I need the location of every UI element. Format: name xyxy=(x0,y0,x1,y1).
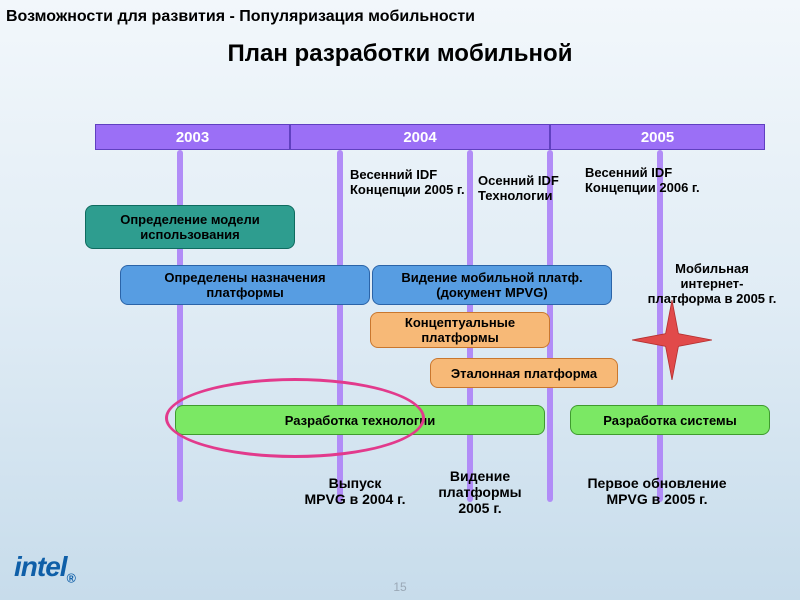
box-orange_concept: Концептуальные платформы xyxy=(370,312,550,348)
year-band-2004: 2004 xyxy=(290,124,550,150)
bottom-label-mpvg_2004: ВыпускMPVG в 2004 г. xyxy=(285,475,425,507)
year-band-2005: 2005 xyxy=(550,124,765,150)
box-blue_vision: Видение мобильной платф. (документ MPVG) xyxy=(372,265,612,305)
highlight-ellipse xyxy=(165,378,425,458)
star-icon xyxy=(632,300,712,380)
diagram-canvas: 200320042005 Определение модели использов… xyxy=(0,0,800,600)
note-idf_spring06: Весенний IDFКонцепции 2006 г. xyxy=(585,166,700,196)
page-number: 15 xyxy=(0,580,800,594)
box-teal_usage: Определение модели использования xyxy=(85,205,295,249)
bottom-label-vision_2005: Видениеплатформы2005 г. xyxy=(420,468,540,516)
box-green_system: Разработка системы xyxy=(570,405,770,435)
box-blue_purpose: Определены назначения платформы xyxy=(120,265,370,305)
intel-logo-text: intel xyxy=(14,551,67,582)
bottom-label-update_2005: Первое обновлениеMPVG в 2005 г. xyxy=(562,475,752,507)
year-band-2003: 2003 xyxy=(95,124,290,150)
note-idf_fall: Осенний IDFТехнологии xyxy=(478,174,559,204)
note-idf_spring05: Весенний IDFКонцепции 2005 г. xyxy=(350,168,465,198)
box-orange_ref: Эталонная платформа xyxy=(430,358,618,388)
timeline-divider-0 xyxy=(177,150,183,502)
